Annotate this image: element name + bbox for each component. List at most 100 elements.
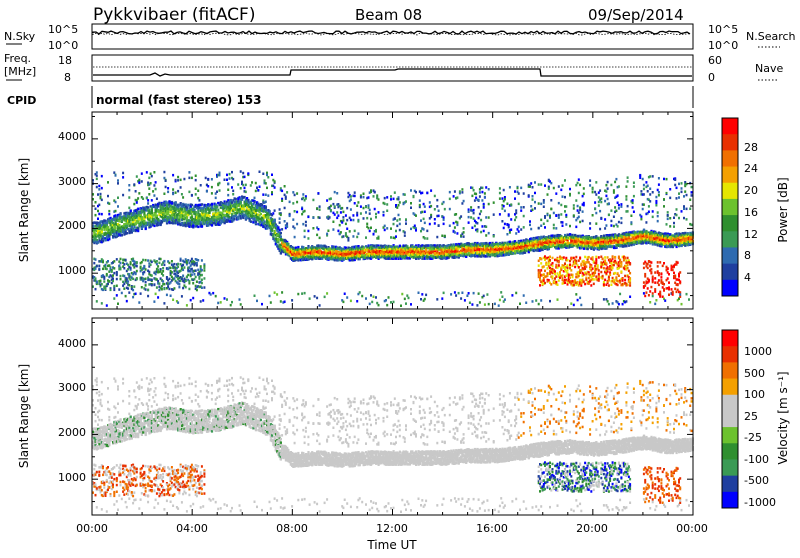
power-cell xyxy=(168,278,170,281)
power-cell xyxy=(108,210,110,213)
power-cell xyxy=(201,282,203,285)
power-cell xyxy=(193,273,195,276)
power-cell xyxy=(200,207,202,210)
power-cell xyxy=(136,201,138,204)
power-cell xyxy=(232,190,234,193)
power-cell xyxy=(329,248,331,251)
power-cell xyxy=(234,218,236,221)
power-cell xyxy=(259,186,261,189)
power-cell xyxy=(365,206,367,209)
power-cell xyxy=(449,191,451,194)
power-cell xyxy=(441,235,443,238)
power-cell xyxy=(365,297,367,300)
power-cell xyxy=(449,208,451,211)
freq-left-tick-bottom: 8 xyxy=(64,71,71,84)
power-cell xyxy=(237,217,239,220)
power-cell xyxy=(316,297,318,300)
power-cell xyxy=(172,188,174,191)
power-cell xyxy=(280,252,282,255)
power-cell xyxy=(468,292,470,295)
power-cell xyxy=(279,217,281,220)
power-cell xyxy=(312,227,314,230)
power-cell xyxy=(453,195,455,198)
power-cell xyxy=(136,175,138,178)
power-cell xyxy=(419,199,421,202)
power-cell xyxy=(430,205,432,208)
power-cell xyxy=(142,198,144,201)
power-cell xyxy=(249,218,251,221)
power-cell xyxy=(138,179,140,182)
power-cell xyxy=(479,301,481,304)
power-cell xyxy=(459,190,461,193)
power-cell xyxy=(357,220,359,223)
power-cell xyxy=(113,272,115,275)
power-cell xyxy=(188,280,190,283)
power-cell xyxy=(376,194,378,197)
power-cell xyxy=(96,174,98,177)
power-cell xyxy=(207,178,209,181)
power-cell xyxy=(354,195,356,198)
power-cell xyxy=(244,196,246,199)
power-cell xyxy=(385,299,387,302)
power-cell xyxy=(301,292,303,295)
power-cell xyxy=(173,263,175,266)
power-cell xyxy=(460,215,462,218)
power-cell xyxy=(478,199,480,202)
power-cell xyxy=(123,263,125,266)
power-cell xyxy=(195,179,197,182)
power-cell xyxy=(132,296,134,299)
power-cell xyxy=(151,209,153,212)
power-cell xyxy=(454,226,456,229)
power-cell xyxy=(196,289,198,292)
power-cell xyxy=(123,283,125,286)
power-cell xyxy=(312,217,314,220)
nsky-left-tick-bottom: 10^0 xyxy=(48,39,78,52)
power-cell xyxy=(116,294,118,297)
power-cell xyxy=(296,201,298,204)
power-cell xyxy=(185,286,187,289)
power-cell xyxy=(319,208,321,211)
power-cell xyxy=(399,245,401,248)
power-cell xyxy=(107,283,109,286)
power-cell xyxy=(113,233,115,236)
power-cell xyxy=(270,301,272,304)
power-cell xyxy=(195,175,197,178)
power-cell xyxy=(156,260,158,263)
power-cell xyxy=(274,220,276,223)
power-cell xyxy=(122,176,124,179)
power-cell xyxy=(369,209,371,212)
power-cell xyxy=(395,257,397,260)
power-cell xyxy=(332,228,334,231)
power-cell xyxy=(178,283,180,286)
power-cell xyxy=(177,176,179,179)
power-cell xyxy=(97,193,99,196)
power-cell xyxy=(107,226,109,229)
power-cell xyxy=(128,196,130,199)
power-cell xyxy=(319,217,321,220)
power-cell xyxy=(201,274,203,277)
power-cell xyxy=(423,228,425,231)
power-cell xyxy=(280,232,282,235)
power-cell xyxy=(272,235,274,238)
power-cell xyxy=(95,214,97,217)
power-cell xyxy=(141,286,143,289)
power-cell xyxy=(286,222,288,225)
power-cell xyxy=(370,218,372,221)
power-cell xyxy=(240,217,242,220)
power-cell xyxy=(222,210,224,213)
power-cell xyxy=(394,191,396,194)
power-cell xyxy=(350,195,352,198)
power-cell xyxy=(360,205,362,208)
power-cell xyxy=(202,210,204,213)
power-cell xyxy=(138,182,140,185)
power-cell xyxy=(456,196,458,199)
power-cell xyxy=(260,213,262,216)
power-cell xyxy=(128,184,130,187)
power-cell xyxy=(471,195,473,198)
power-cell xyxy=(148,187,150,190)
power-cell xyxy=(112,277,114,280)
power-cell xyxy=(186,261,188,264)
power-cell xyxy=(319,205,321,208)
power-cell xyxy=(177,190,179,193)
